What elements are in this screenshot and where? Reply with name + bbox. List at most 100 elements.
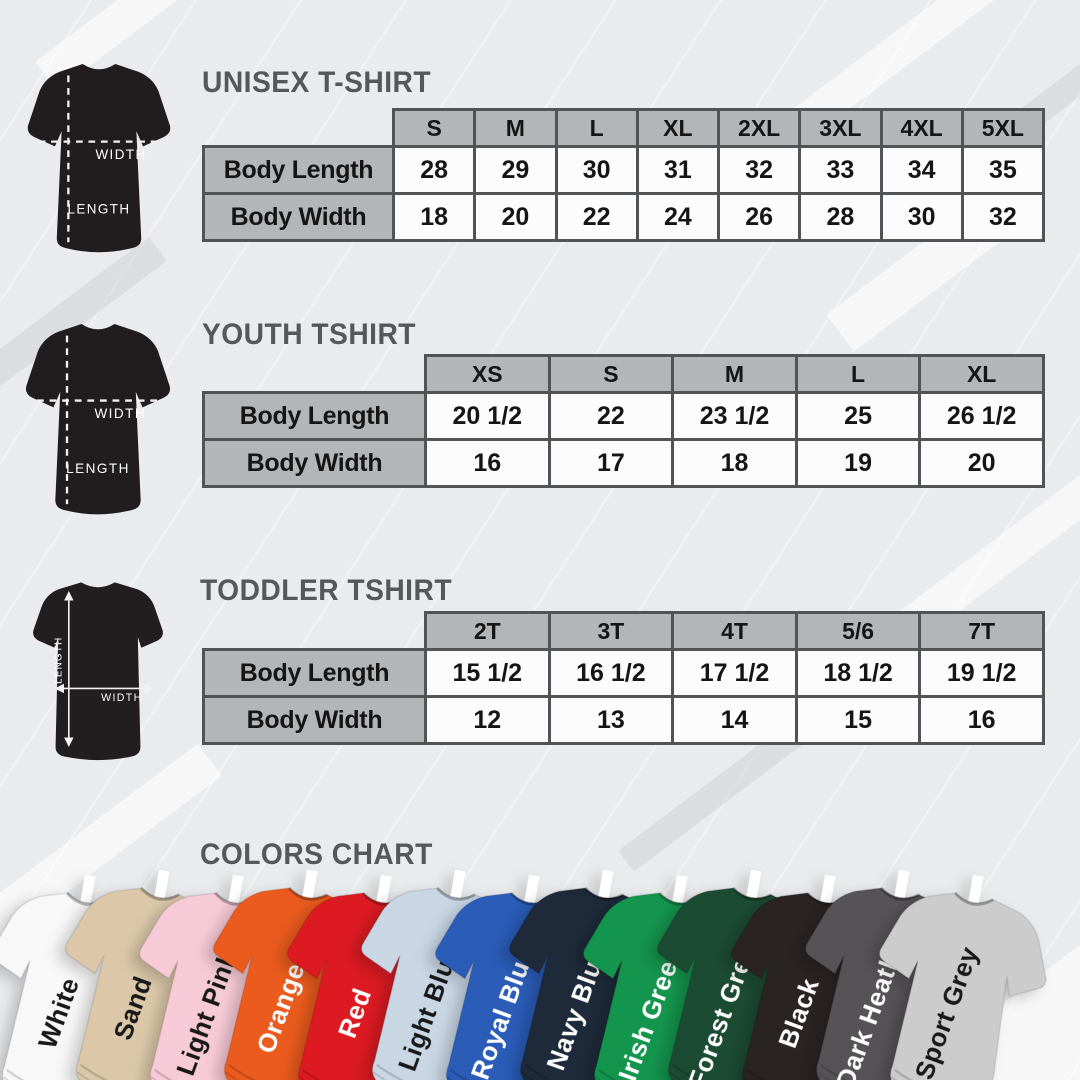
hem-fold	[598, 1068, 668, 1080]
hanger-tab	[302, 869, 318, 900]
collar-line	[436, 887, 476, 901]
measurement-value: 18	[671, 441, 795, 485]
measurement-value: 34	[879, 148, 961, 192]
color-shirt: Light Blue	[360, 869, 529, 1080]
row-label: Body Width	[202, 698, 424, 742]
row-label: Body Length	[202, 394, 424, 438]
measurement-value: 30	[554, 148, 636, 192]
tee-shape	[360, 887, 529, 1080]
measurement-value: 33	[798, 148, 880, 192]
measurement-value: 26 1/2	[918, 394, 1045, 438]
size-header: 7T	[918, 611, 1045, 648]
measurement-value: 19	[794, 441, 919, 485]
hanger-tab	[672, 874, 688, 905]
body-width-row: Body Width 18 20 22 24 26 28 30 32	[202, 192, 1045, 242]
color-label: Forest Green	[682, 924, 767, 1080]
color-shirt: Light Pink	[138, 874, 307, 1080]
size-header: L	[794, 354, 919, 391]
hanger-tab	[154, 869, 170, 900]
size-header: XS	[424, 354, 548, 391]
tee-shape	[212, 887, 381, 1080]
tee-shape	[138, 892, 307, 1080]
collar-line	[140, 887, 180, 901]
hem-fold	[80, 1063, 150, 1080]
hem-fold	[520, 1071, 580, 1080]
collar-line	[214, 892, 254, 906]
collar-line	[880, 887, 920, 901]
color-label: Sand	[107, 972, 158, 1044]
tee-silhouette	[25, 324, 171, 515]
collar-line	[658, 892, 698, 906]
toddler-shirt-diagram: LENGTH WIDTH	[14, 568, 182, 770]
size-header: S	[547, 354, 672, 391]
hem-fold	[224, 1071, 284, 1080]
hanger-tab	[968, 874, 984, 905]
measurement-value: 18 1/2	[794, 651, 919, 695]
color-shirt: Forest Green	[656, 869, 825, 1080]
measurement-value: 13	[547, 698, 672, 742]
measurement-value: 17	[547, 441, 672, 485]
collar-line	[362, 892, 402, 906]
hem-fold	[450, 1068, 520, 1080]
measurement-value: 26	[717, 195, 799, 239]
hanger-tab	[376, 874, 392, 905]
measurement-value: 30	[879, 195, 961, 239]
hem-fold	[820, 1063, 890, 1080]
hem-fold	[372, 1071, 432, 1080]
hem-fold	[6, 1068, 76, 1080]
bg-streak	[0, 743, 222, 957]
measurement-value: 15	[794, 698, 919, 742]
unisex-size-table: S M L XL 2XL 3XL 4XL 5XL Body Length 28 …	[202, 108, 1045, 242]
tee-shape	[434, 892, 603, 1080]
tee-shape	[656, 887, 825, 1080]
size-header: XL	[918, 354, 1045, 391]
unisex-title: UNISEX T-SHIRT	[202, 66, 432, 99]
length-label: LENGTH	[68, 201, 131, 216]
collar-line	[732, 887, 772, 901]
color-label: Navy Blue	[540, 942, 613, 1074]
color-shirt: Royal Blue	[434, 874, 603, 1080]
measurement-value: 15 1/2	[424, 651, 548, 695]
youth-shirt-diagram: WIDTH LENGTH	[6, 308, 190, 526]
hanger-tab	[598, 869, 614, 900]
colors-chart-title: COLORS CHART	[200, 838, 433, 871]
width-label: WIDTH	[94, 406, 146, 421]
tee-shape	[582, 892, 751, 1080]
bg-streak	[908, 881, 1080, 1080]
row-label: Body Width	[202, 441, 424, 485]
body-width-row: Body Width 12 13 14 15 16	[202, 695, 1045, 745]
hem-fold	[154, 1068, 224, 1080]
size-header: 2T	[424, 611, 548, 648]
collar-line	[806, 892, 846, 906]
width-label: WIDTH	[95, 147, 146, 162]
measurement-value: 31	[635, 148, 717, 192]
size-header: 4XL	[879, 108, 961, 145]
size-header: M	[473, 108, 555, 145]
width-label: WIDTH	[101, 692, 142, 704]
hem-fold	[746, 1068, 816, 1080]
tee-silhouette	[27, 64, 171, 253]
tee-shape	[286, 892, 455, 1080]
length-label: LENGTH	[66, 461, 130, 476]
hem-fold	[302, 1068, 372, 1080]
size-header: 2XL	[717, 108, 799, 145]
measurement-value: 16 1/2	[547, 651, 672, 695]
measurement-value: 16	[918, 698, 1045, 742]
size-header: 3XL	[798, 108, 880, 145]
measurement-value: 18	[392, 195, 474, 239]
measurement-value: 23 1/2	[671, 394, 795, 438]
color-label: Red	[332, 984, 377, 1042]
color-shirt: Orange	[212, 869, 381, 1080]
measurement-value: 29	[473, 148, 555, 192]
body-width-row: Body Width 16 17 18 19 20	[202, 438, 1045, 488]
toddler-size-table: 2T 3T 4T 5/6 7T Body Length 15 1/2 16 1/…	[202, 611, 1045, 745]
hanger-tab	[524, 874, 540, 905]
measurement-value: 24	[635, 195, 717, 239]
toddler-title: TODDLER TSHIRT	[200, 574, 453, 607]
hem-fold	[524, 1063, 594, 1080]
row-label: Body Length	[202, 651, 424, 695]
hem-fold	[228, 1063, 298, 1080]
size-header: 5XL	[960, 108, 1045, 145]
hem-fold	[668, 1071, 728, 1080]
